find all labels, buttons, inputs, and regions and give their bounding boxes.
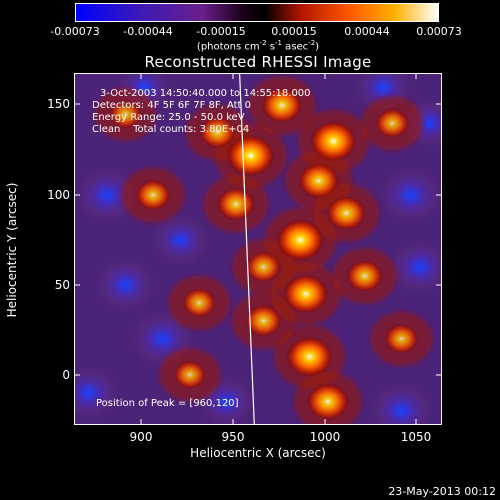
positive-flux-source: [216, 187, 256, 221]
negative-flux-source: [152, 215, 209, 265]
negative-flux-source: [76, 168, 138, 222]
positive-flux-source: [135, 179, 171, 211]
colorbar-gradient: [76, 4, 438, 21]
colorbar-tick: -0.00073: [50, 25, 100, 38]
negative-flux-source: [74, 367, 118, 419]
time-range-annotation: 3-Oct-2003 14:50:40.000 to 14:55:18.000: [100, 88, 311, 99]
y-tick-label: 150: [47, 97, 70, 111]
negative-flux-source: [370, 383, 433, 425]
x-tick-label: 950: [221, 430, 245, 444]
positive-flux-source: [306, 383, 350, 421]
colorbar-tick: -0.00044: [123, 25, 173, 38]
positive-flux-source: [173, 360, 207, 390]
x-tick-label: 900: [129, 430, 153, 444]
chart-title: Reconstructed RHESSI Image: [144, 53, 372, 71]
energy-range-annotation: Energy Range: 25.0 - 50.0 keV: [92, 112, 245, 123]
positive-flux-source: [384, 323, 419, 354]
heatmap-image: [74, 73, 442, 425]
colorbar: [75, 3, 439, 22]
colorbar-unit-label: (photons cm-2 s-1 asec-2): [196, 39, 320, 53]
peak-position-annotation: Position of Peak = [960,120]: [96, 398, 239, 409]
positive-flux-source: [283, 274, 329, 314]
negative-flux-source: [96, 259, 155, 311]
y-axis-label: Heliocentric Y (arcsec): [5, 182, 19, 318]
colorbar-tick: 0.00015: [271, 25, 317, 38]
generation-timestamp: 23-May-2013 00:12: [388, 485, 496, 498]
positive-flux-source: [286, 336, 333, 378]
negative-flux-source: [390, 241, 442, 293]
colorbar-tick: -0.00015: [196, 25, 246, 38]
colorbar-tick: 0.00073: [416, 25, 462, 38]
positive-flux-source: [375, 108, 410, 139]
positive-flux-source: [326, 195, 367, 231]
x-axis-label: Heliocentric X (arcsec): [190, 446, 326, 460]
positive-flux-source: [226, 134, 275, 177]
positive-flux-source: [276, 219, 325, 262]
positive-flux-source: [298, 162, 340, 199]
positive-flux-source: [261, 87, 303, 124]
x-tick-label: 1050: [400, 430, 432, 444]
negative-flux-source: [380, 168, 442, 222]
positive-flux-source: [109, 99, 142, 129]
positive-flux-source: [310, 120, 357, 162]
positive-flux-source: [245, 304, 282, 338]
colorbar-tick: 0.00044: [344, 25, 390, 38]
y-tick-label: 0: [62, 368, 70, 382]
clean-counts-annotation: Clean Total counts: 3.80E+04: [92, 124, 250, 135]
solar-limb-line: [239, 73, 255, 425]
heatmap-svg: [74, 73, 442, 425]
x-tick-label: 1000: [309, 430, 341, 444]
positive-flux-layer: [109, 87, 419, 421]
positive-flux-source: [199, 116, 236, 149]
positive-flux-source: [346, 259, 384, 293]
y-tick-label: 50: [54, 278, 70, 292]
positive-flux-source: [245, 251, 282, 283]
y-tick-label: 100: [47, 188, 70, 202]
positive-flux-source: [182, 287, 217, 318]
detectors-annotation: Detectors: 4F 5F 6F 7F 8F, Att 0: [92, 100, 252, 111]
